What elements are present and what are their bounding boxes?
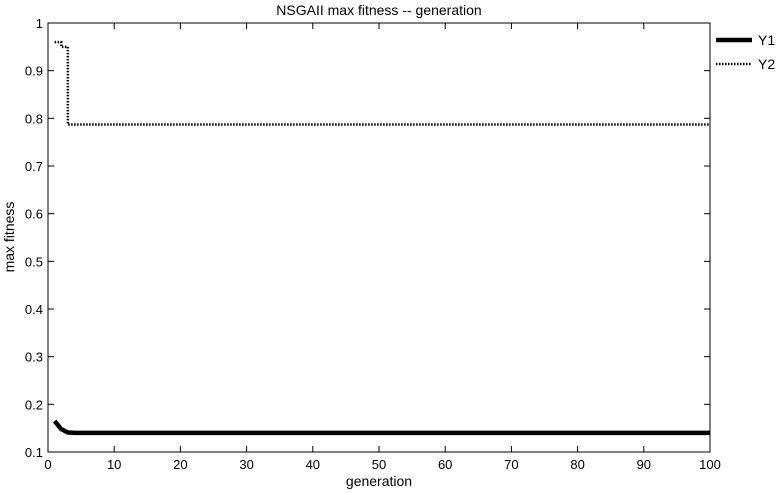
x-tick-label: 100	[699, 457, 721, 472]
x-axis-title: generation	[346, 473, 412, 489]
y-tick-label: 0.9	[25, 64, 43, 79]
x-tick-label: 50	[372, 457, 386, 472]
x-tick-label: 70	[504, 457, 518, 472]
legend: Y1 Y2	[716, 32, 775, 72]
x-tick-label: 20	[173, 457, 187, 472]
x-tick-label: 80	[570, 457, 584, 472]
x-axis: 0 10 20 30 40 50 60 70 80 90 100	[44, 23, 721, 472]
legend-label-y1: Y1	[758, 32, 775, 48]
y-tick-label: 0.8	[25, 111, 43, 126]
y-tick-label: 0.4	[25, 302, 43, 317]
y-axis-title: max fitness	[1, 202, 17, 273]
series-y2-line	[54, 40, 710, 126]
y-tick-label: 0.1	[25, 445, 43, 460]
y-axis: 0.1 0.2 0.3 0.4 0.5 0.6 0.7 0.8 0.9 1	[25, 16, 710, 460]
x-tick-label: 60	[438, 457, 452, 472]
chart-title: NSGAII max fitness -- generation	[276, 2, 481, 18]
y-tick-label: 0.2	[25, 397, 43, 412]
x-tick-label: 10	[107, 457, 121, 472]
y-tick-label: 0.6	[25, 207, 43, 222]
y-tick-label: 1	[36, 16, 43, 31]
series-y1-line	[52, 419, 710, 436]
plot-area	[52, 40, 710, 436]
legend-label-y2: Y2	[758, 56, 775, 72]
y-tick-label: 0.3	[25, 350, 43, 365]
x-tick-label: 0	[44, 457, 51, 472]
y-tick-label: 0.5	[25, 254, 43, 269]
x-tick-label: 90	[637, 457, 651, 472]
x-tick-label: 40	[306, 457, 320, 472]
y-tick-label: 0.7	[25, 159, 43, 174]
plot-frame	[47, 22, 711, 453]
x-tick-label: 30	[239, 457, 253, 472]
